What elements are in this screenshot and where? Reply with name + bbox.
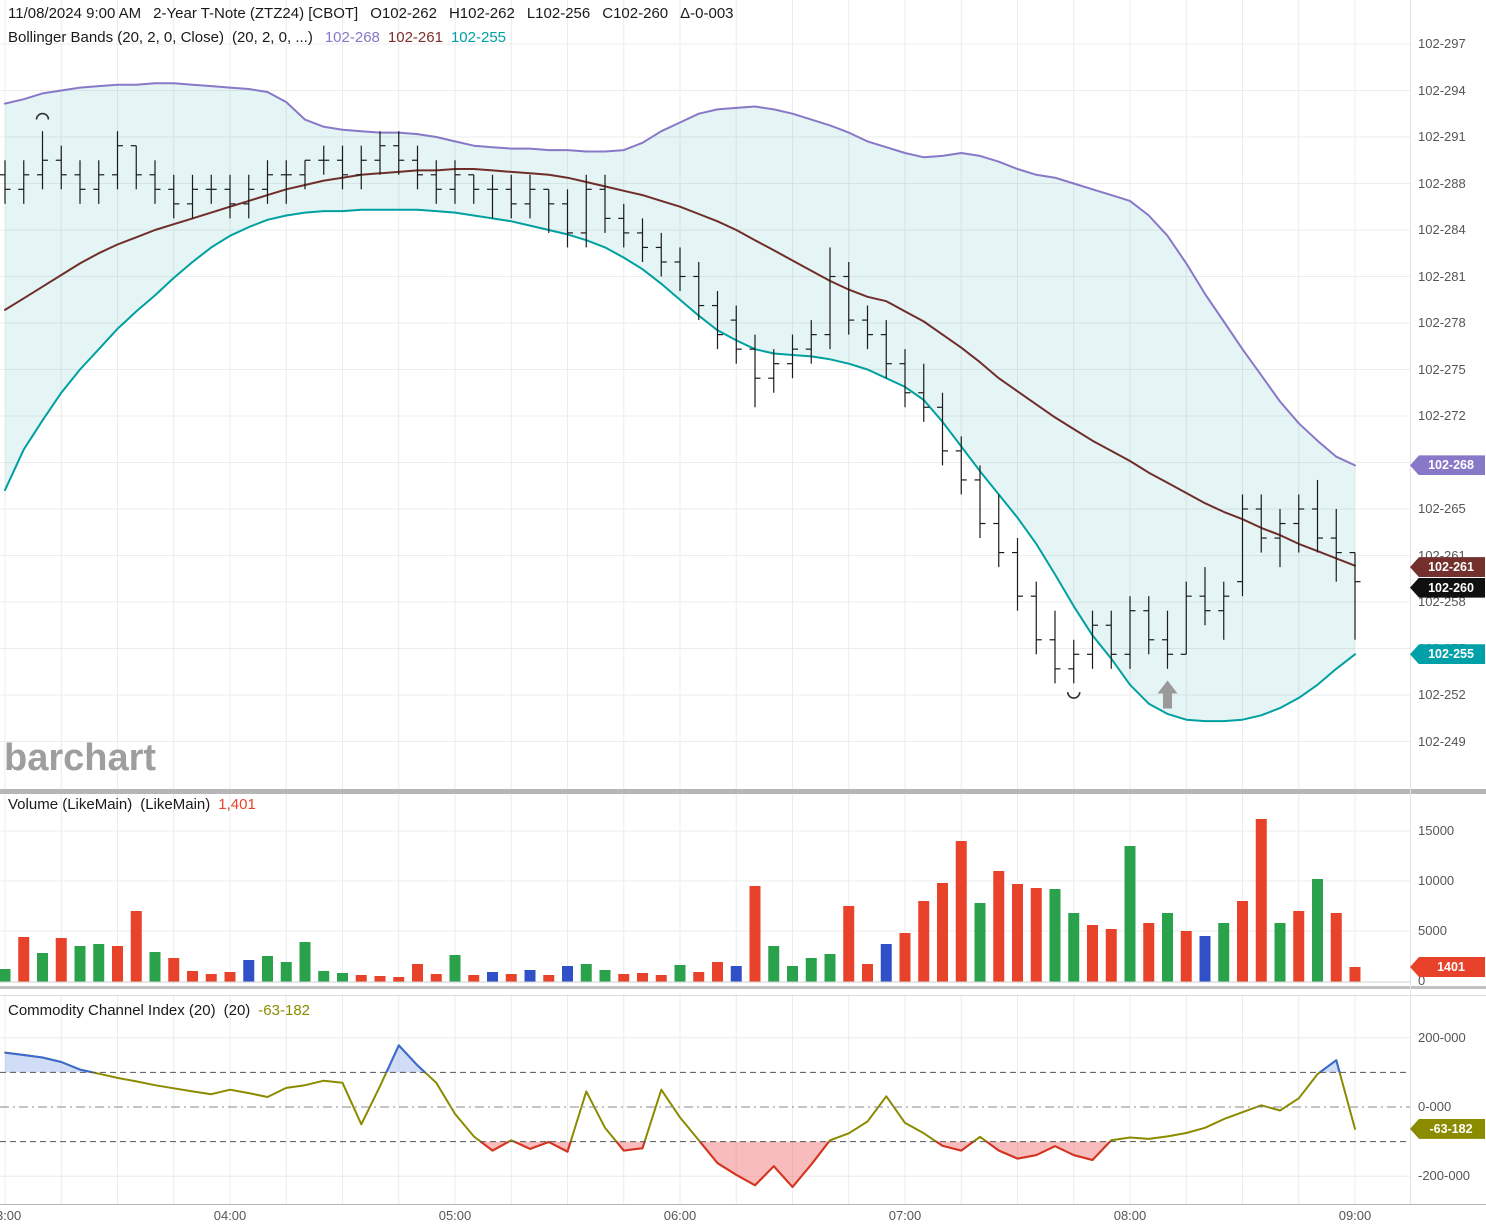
header-high: H102-262 (448, 5, 515, 22)
pattern-arc-over (35, 112, 50, 120)
volume-value: 1,401 (218, 796, 256, 813)
signal-up-arrow-icon (1157, 680, 1178, 709)
price-axis-label: 102-294 (1418, 82, 1466, 98)
time-axis-label: 08:00 (1113, 1208, 1147, 1223)
price-badge: 102-260 (1410, 577, 1485, 598)
bollinger-upper-value: 102-268 (324, 29, 380, 46)
cci-label: Commodity Channel Index (20) (8, 1002, 216, 1019)
price-axis-label: 102-265 (1418, 501, 1466, 516)
header-low: L102-256 (526, 5, 591, 22)
price-axis-label: 102-252 (1418, 687, 1466, 702)
time-axis-label: 06:00 (663, 1208, 697, 1223)
panel-separator-volume-cci-thin (0, 995, 1486, 996)
bollinger-header: Bollinger Bands (20, 2, 0, Close) (20, 2… (8, 29, 506, 46)
header-datetime: 11/08/2024 9:00 AM (8, 5, 142, 22)
price-axis-label: 102-288 (1418, 175, 1466, 191)
pattern-arc-under (1066, 691, 1081, 699)
bollinger-lower-value: 102-255 (450, 29, 507, 46)
chart-header: 11/08/2024 9:00 AM 2-Year T-Note (ZTZ24)… (8, 5, 734, 22)
cci-header: Commodity Channel Index (20) (20) -63-18… (8, 1002, 310, 1019)
time-axis-label: 04:00 (213, 1208, 247, 1223)
panel-separator-xaxis (0, 1204, 1486, 1205)
barchart-watermark: barchart (4, 737, 157, 779)
time-axis-label: 03:00 (0, 1208, 22, 1223)
cci-axis-label: -200-000 (1418, 1168, 1471, 1184)
price-axis-label: 102-281 (1418, 268, 1466, 284)
price-axis-label: 102-284 (1418, 222, 1466, 237)
header-open: O102-262 (370, 5, 437, 22)
cci-axis-label: 200-000 (1418, 1029, 1466, 1045)
price-axis-label: 102-272 (1418, 408, 1466, 423)
price-badge: 102-261 (1410, 557, 1485, 578)
time-axis-label: 07:00 (888, 1208, 922, 1223)
header-symbol: 2-Year T-Note (ZTZ24) [CBOT] (153, 5, 359, 22)
price-badge: 102-255 (1410, 644, 1485, 665)
price-badge: 102-268 (1410, 455, 1485, 476)
cci-value: -63-182 (258, 1002, 310, 1019)
header-close: C102-260 (602, 5, 669, 22)
volume-badge: 1401 (1410, 956, 1485, 977)
volume-axis-label: 5000 (1418, 923, 1447, 938)
price-axis-label: 102-258 (1418, 594, 1466, 609)
price-axis-label: 102-278 (1418, 315, 1466, 330)
price-axis-label: 102-249 (1418, 733, 1466, 749)
cci-axis-label: 0-000 (1418, 1099, 1452, 1114)
volume-header: Volume (LikeMain) (LikeMain) 1,401 (8, 796, 256, 813)
bollinger-params: (20, 2, 0, ...) (231, 29, 313, 46)
cci-params: (20) (223, 1002, 251, 1019)
volume-params: (LikeMain) (140, 796, 211, 813)
price-axis-label: 102-291 (1418, 129, 1466, 144)
volume-axis-label: 10000 (1418, 873, 1455, 888)
volume-axis-label: 15000 (1418, 823, 1455, 838)
time-axis-label: 05:00 (438, 1208, 472, 1223)
bollinger-label: Bollinger Bands (20, 2, 0, Close) (8, 29, 224, 46)
cci-badge: -63-182 (1410, 1118, 1485, 1139)
volume-axis-label: 0 (1418, 973, 1426, 988)
time-axis-label: 09:00 (1338, 1208, 1372, 1223)
volume-label: Volume (LikeMain) (8, 796, 133, 813)
price-axis-label: 102-297 (1418, 36, 1466, 51)
panel-separator-price-volume (0, 789, 1486, 794)
header-change: Δ-0-003 (680, 5, 734, 22)
panel-separator-volume-cci (0, 986, 1486, 989)
price-axis-label: 102-275 (1418, 361, 1466, 377)
bollinger-middle-value: 102-261 (387, 29, 443, 46)
price-axis-edge (1410, 0, 1411, 1204)
